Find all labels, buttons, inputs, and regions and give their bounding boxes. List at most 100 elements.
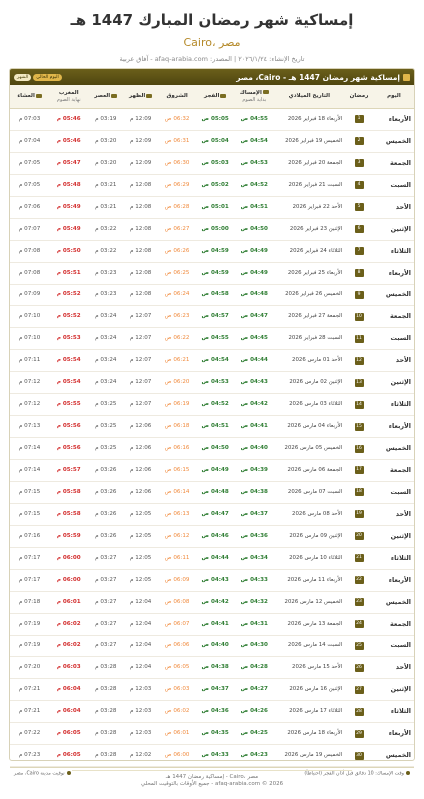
isha-cell: 07:23 م <box>10 744 50 768</box>
dhuhr-cell: 12:04 م <box>123 656 159 680</box>
maghrib-cell: 06:02 م <box>49 613 89 636</box>
table-row: الإثنين 6 الإثنين 23 فبراير 2026 04:50 ص 05:… <box>10 218 414 241</box>
asr-cell: 03:28 م <box>88 656 124 680</box>
day-cell: الخميس <box>373 284 414 307</box>
sunrise-cell: 06:30 ص <box>158 152 197 175</box>
ramadan-day-badge: 20 <box>354 532 364 541</box>
isha-cell: 07:21 م <box>10 700 50 724</box>
fajr-icon <box>220 93 227 98</box>
location-subtitle: Cairo، مصر <box>183 36 241 49</box>
maghrib-cell: 05:55 م <box>49 393 89 417</box>
sunrise-cell: 06:29 ص <box>158 174 197 197</box>
ramadan-day-cell: 7 <box>344 240 374 263</box>
col-imsak: الإمساك بداية الصوم <box>234 85 275 109</box>
fajr-cell: 04:41 ص <box>196 613 235 636</box>
asr-cell: 03:27 م <box>88 569 124 592</box>
ramadan-day-badge: 15 <box>354 422 364 431</box>
ramadan-day-badge: 1 <box>354 115 364 124</box>
sunrise-cell: 06:28 ص <box>158 196 197 219</box>
footer-line-2: جميع الأوقات بالتوقيت المحلي - afaq-arab… <box>140 781 284 787</box>
day-cell: الأربعاء <box>373 722 414 746</box>
isha-cell: 07:18 م <box>10 591 50 614</box>
gregorian-date-cell: الثلاثاء 24 فبراير 2026 <box>274 240 345 263</box>
col-ramadan: رمضان <box>344 85 374 109</box>
imsak-cell: 04:34 ص <box>234 547 275 570</box>
dhuhr-cell: 12:04 م <box>123 591 159 614</box>
imsak-cell: 04:49 ص <box>234 240 275 263</box>
maghrib-cell: 06:05 م <box>49 744 89 768</box>
maghrib-cell: 05:58 م <box>49 503 89 526</box>
ramadan-day-cell: 26 <box>344 656 374 680</box>
imsakia-table: اليوم رمضان التاريخ الميلادي الإمساك بداي… <box>10 85 414 768</box>
maghrib-cell: 05:52 م <box>49 284 89 307</box>
fajr-cell: 04:54 ص <box>196 349 235 373</box>
fajr-cell: 04:37 ص <box>196 678 235 702</box>
dhuhr-cell: 12:09 م <box>123 108 159 131</box>
asr-cell: 03:24 م <box>88 305 124 329</box>
asr-cell: 03:24 م <box>88 349 124 373</box>
maghrib-cell: 06:03 م <box>49 656 89 680</box>
dhuhr-cell: 12:05 م <box>123 569 159 592</box>
day-cell: الثلاثاء <box>373 700 414 724</box>
fajr-cell: 04:58 ص <box>196 284 235 307</box>
asr-cell: 03:24 م <box>88 371 124 395</box>
toggle-month-button[interactable]: الشهر <box>14 73 32 81</box>
isha-cell: 07:16 م <box>10 525 50 548</box>
fajr-cell: 04:44 ص <box>196 547 235 570</box>
isha-cell: 07:19 م <box>10 635 50 658</box>
imsak-cell: 04:43 ص <box>234 371 275 395</box>
maghrib-cell: 05:48 م <box>49 174 89 197</box>
imsak-cell: 04:30 ص <box>234 635 275 658</box>
maghrib-cell: 06:04 م <box>49 678 89 702</box>
maghrib-cell: 05:54 م <box>49 349 89 373</box>
sunrise-cell: 06:22 ص <box>158 327 197 351</box>
maghrib-cell: 05:47 م <box>49 152 89 175</box>
day-cell: الخميس <box>373 437 414 460</box>
ramadan-day-badge: 8 <box>354 269 364 278</box>
asr-cell: 03:27 م <box>88 635 124 658</box>
ramadan-day-cell: 1 <box>344 108 374 131</box>
table-row: الخميس 30 الخميس 19 مارس 2026 04:23 ص 04:33 … <box>10 744 414 768</box>
dhuhr-cell: 12:08 م <box>123 218 159 241</box>
ramadan-day-cell: 23 <box>344 591 374 614</box>
ramadan-day-cell: 17 <box>344 459 374 482</box>
imsakia-card: إمساكية شهر رمضان 1447 هـ - Cairo، مصر ا… <box>9 68 415 777</box>
sunrise-cell: 06:26 ص <box>158 240 197 263</box>
fajr-cell: 04:40 ص <box>196 635 235 658</box>
fajr-cell: 04:48 ص <box>196 481 235 504</box>
isha-cell: 07:12 م <box>10 371 50 395</box>
imsak-cell: 04:49 ص <box>234 262 275 285</box>
sunrise-cell: 06:31 ص <box>158 130 197 153</box>
isha-cell: 07:03 م <box>10 108 50 131</box>
imsak-cell: 04:31 ص <box>234 613 275 636</box>
ramadan-day-cell: 30 <box>344 744 374 768</box>
gregorian-date-cell: الخميس 12 مارس 2026 <box>274 591 345 614</box>
fajr-cell: 04:49 ص <box>196 459 235 482</box>
gregorian-date-cell: الأحد 22 فبراير 2026 <box>274 196 345 219</box>
view-toggle: الشهر اليوم الحالي <box>14 73 62 81</box>
toggle-today-button[interactable]: اليوم الحالي <box>33 73 62 81</box>
imsak-cell: 04:27 ص <box>234 678 275 702</box>
ramadan-day-cell: 18 <box>344 481 374 504</box>
ramadan-day-badge: 24 <box>354 620 364 629</box>
dhuhr-cell: 12:02 م <box>123 744 159 768</box>
imsak-cell: 04:33 ص <box>234 569 275 592</box>
fajr-cell: 05:04 ص <box>196 130 235 153</box>
col-maghrib: المغرب نهاية الصوم <box>49 85 89 109</box>
fajr-cell: 04:59 ص <box>196 240 235 263</box>
card-title-text: إمساكية شهر رمضان 1447 هـ - Cairo، مصر <box>236 72 400 82</box>
table-row: الإثنين 13 الإثنين 02 مارس 2026 04:43 ص 04:5… <box>10 371 414 395</box>
maghrib-cell: 05:49 م <box>49 218 89 241</box>
fajr-cell: 04:42 ص <box>196 591 235 614</box>
imsak-cell: 04:50 ص <box>234 218 275 241</box>
imsak-cell: 04:39 ص <box>234 459 275 482</box>
ramadan-day-badge: 23 <box>354 598 364 607</box>
gregorian-date-cell: الأربعاء 18 مارس 2026 <box>274 722 345 746</box>
maghrib-cell: 05:56 م <box>49 437 89 460</box>
page-title: إمساكية شهر رمضان المبارك 1447 هـ <box>70 11 354 29</box>
dhuhr-cell: 12:08 م <box>123 284 159 307</box>
day-cell: الإثنين <box>373 678 414 702</box>
fajr-cell: 04:46 ص <box>196 525 235 548</box>
gregorian-date-cell: الخميس 26 فبراير 2026 <box>274 284 345 307</box>
